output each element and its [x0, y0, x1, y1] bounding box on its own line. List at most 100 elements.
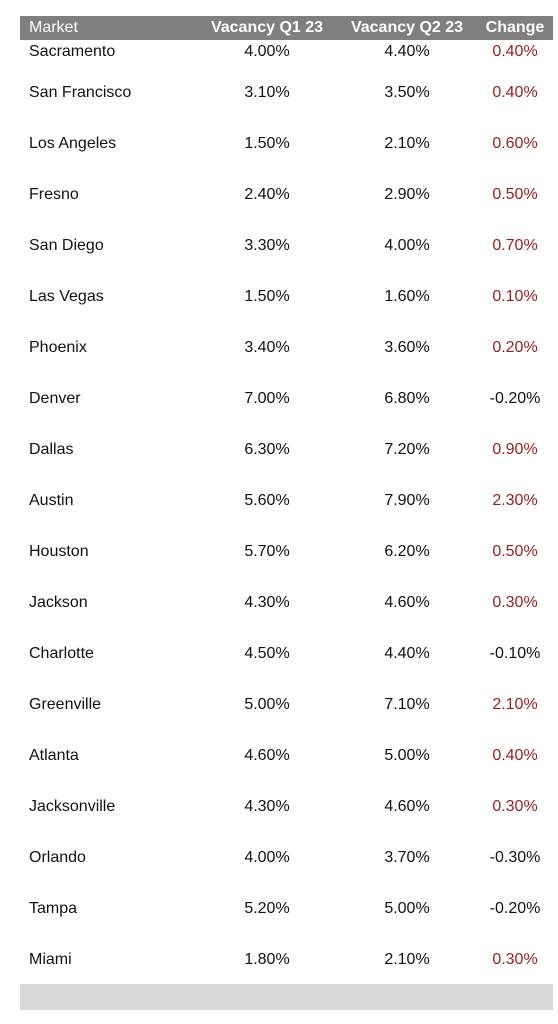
cell-change: 2.30%: [492, 492, 538, 509]
table-body: Sacramento 4.00% 4.40% 0.40% San Francis…: [20, 40, 553, 999]
table-row: Atlanta 4.60% 5.00% 0.40%: [20, 744, 553, 795]
cell-vacancy-q1: 7.00%: [244, 390, 290, 407]
cell-vacancy-q2: 4.60%: [384, 594, 430, 611]
cell-vacancy-q2: 3.50%: [384, 84, 430, 101]
table-row: Tampa 5.20% 5.00% -0.20%: [20, 897, 553, 948]
cell-vacancy-q1: 3.40%: [244, 339, 290, 356]
table-row: Miami 1.80% 2.10% 0.30%: [20, 948, 553, 999]
header-market: Market: [29, 19, 78, 36]
cell-market: Sacramento: [29, 43, 116, 60]
cell-vacancy-q2: 5.00%: [384, 900, 430, 917]
table-row: Charlotte 4.50% 4.40% -0.10%: [20, 642, 553, 693]
cell-market: Orlando: [29, 849, 86, 866]
cell-vacancy-q2: 4.60%: [384, 798, 430, 815]
cell-change: 0.40%: [492, 84, 538, 101]
cell-market: Miami: [29, 951, 72, 968]
cell-change: 0.50%: [492, 543, 538, 560]
table-row: Austin 5.60% 7.90% 2.30%: [20, 489, 553, 540]
cell-market: San Diego: [29, 237, 104, 254]
cell-vacancy-q2: 5.00%: [384, 747, 430, 764]
cell-change: 0.90%: [492, 441, 538, 458]
cell-market: Fresno: [29, 186, 79, 203]
cell-vacancy-q2: 7.10%: [384, 696, 430, 713]
cell-market: Los Angeles: [29, 135, 117, 152]
cell-vacancy-q2: 6.20%: [384, 543, 430, 560]
cell-change: 0.50%: [492, 186, 538, 203]
cell-vacancy-q2: 2.90%: [384, 186, 430, 203]
cell-change: 0.40%: [492, 747, 538, 764]
cell-vacancy-q1: 4.60%: [244, 747, 290, 764]
table-footer-bar: [20, 984, 553, 1010]
cell-market: Phoenix: [29, 339, 87, 356]
header-vacancy-q1: Vacancy Q1 23: [210, 19, 324, 36]
cell-market: Tampa: [29, 900, 78, 917]
cell-vacancy-q2: 4.40%: [384, 645, 430, 662]
table-row: Fresno 2.40% 2.90% 0.50%: [20, 183, 553, 234]
table-row: Phoenix 3.40% 3.60% 0.20%: [20, 336, 553, 387]
cell-vacancy-q2: 6.80%: [384, 390, 430, 407]
cell-market: Houston: [29, 543, 89, 560]
table-row: San Diego 3.30% 4.00% 0.70%: [20, 234, 553, 285]
cell-vacancy-q1: 5.70%: [244, 543, 290, 560]
cell-vacancy-q2: 7.20%: [384, 441, 430, 458]
cell-change: 0.30%: [492, 798, 538, 815]
cell-market: Denver: [29, 390, 81, 407]
cell-vacancy-q1: 1.50%: [244, 135, 290, 152]
table-row: Las Vegas 1.50% 1.60% 0.10%: [20, 285, 553, 336]
table-row: Sacramento 4.00% 4.40% 0.40%: [20, 40, 553, 81]
cell-change: -0.20%: [489, 900, 541, 917]
cell-market: Atlanta: [29, 747, 79, 764]
cell-vacancy-q1: 4.00%: [244, 43, 290, 60]
cell-vacancy-q1: 3.30%: [244, 237, 290, 254]
cell-vacancy-q1: 3.10%: [244, 84, 290, 101]
cell-market: Charlotte: [29, 645, 94, 662]
cell-vacancy-q1: 2.40%: [244, 186, 290, 203]
table-row: Orlando 4.00% 3.70% -0.30%: [20, 846, 553, 897]
cell-vacancy-q1: 5.00%: [244, 696, 290, 713]
table-row: Los Angeles 1.50% 2.10% 0.60%: [20, 132, 553, 183]
cell-vacancy-q1: 4.30%: [244, 798, 290, 815]
table-row: Houston 5.70% 6.20% 0.50%: [20, 540, 553, 591]
cell-change: 0.30%: [492, 951, 538, 968]
cell-vacancy-q1: 6.30%: [244, 441, 290, 458]
vacancy-table: Market Vacancy Q1 23 Vacancy Q2 23 Chang…: [20, 16, 553, 999]
cell-vacancy-q1: 5.20%: [244, 900, 290, 917]
cell-change: 2.10%: [492, 696, 538, 713]
cell-market: Las Vegas: [29, 288, 104, 305]
cell-market: Greenville: [29, 696, 102, 713]
cell-vacancy-q1: 5.60%: [244, 492, 290, 509]
header-vacancy-q2: Vacancy Q2 23: [350, 19, 464, 36]
cell-vacancy-q2: 4.40%: [384, 43, 430, 60]
table-row: San Francisco 3.10% 3.50% 0.40%: [20, 81, 553, 132]
table-row: Greenville 5.00% 7.10% 2.10%: [20, 693, 553, 744]
cell-change: 0.30%: [492, 594, 538, 611]
cell-change: -0.30%: [489, 849, 541, 866]
cell-vacancy-q1: 1.50%: [244, 288, 290, 305]
table-row: Dallas 6.30% 7.20% 0.90%: [20, 438, 553, 489]
cell-change: -0.10%: [489, 645, 541, 662]
table-row: Denver 7.00% 6.80% -0.20%: [20, 387, 553, 438]
cell-vacancy-q2: 2.10%: [384, 135, 430, 152]
cell-vacancy-q1: 4.50%: [244, 645, 290, 662]
cell-change: 0.60%: [492, 135, 538, 152]
cell-vacancy-q1: 1.80%: [244, 951, 290, 968]
cell-market: Jackson: [29, 594, 88, 611]
cell-change: 0.40%: [492, 43, 538, 60]
cell-market: Dallas: [29, 441, 74, 458]
table-header: Market Vacancy Q1 23 Vacancy Q2 23 Chang…: [20, 16, 553, 40]
cell-vacancy-q2: 3.60%: [384, 339, 430, 356]
cell-vacancy-q2: 2.10%: [384, 951, 430, 968]
table-row: Jacksonville 4.30% 4.60% 0.30%: [20, 795, 553, 846]
cell-change: 0.10%: [492, 288, 538, 305]
cell-vacancy-q2: 3.70%: [384, 849, 430, 866]
cell-vacancy-q2: 7.90%: [384, 492, 430, 509]
header-change: Change: [485, 19, 545, 36]
cell-market: Jacksonville: [29, 798, 116, 815]
cell-change: 0.20%: [492, 339, 538, 356]
cell-market: San Francisco: [29, 84, 132, 101]
cell-vacancy-q1: 4.30%: [244, 594, 290, 611]
cell-market: Austin: [29, 492, 74, 509]
cell-vacancy-q1: 4.00%: [244, 849, 290, 866]
table-row: Jackson 4.30% 4.60% 0.30%: [20, 591, 553, 642]
cell-change: 0.70%: [492, 237, 538, 254]
